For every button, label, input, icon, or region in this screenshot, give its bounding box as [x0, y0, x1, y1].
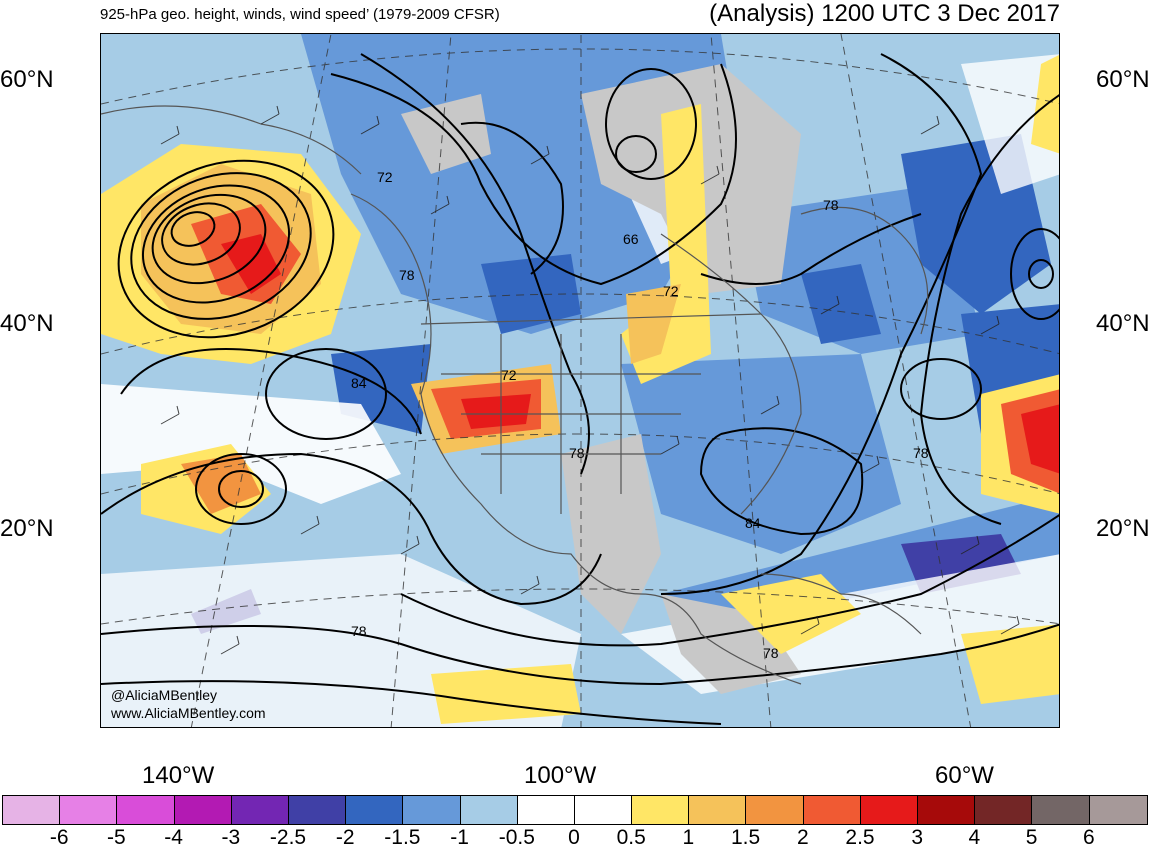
colorbar-swatch [803, 796, 861, 824]
colorbar-label: -5 [107, 826, 126, 849]
colorbar-label: -4 [164, 826, 183, 849]
map-panel: 72 66 78 72 72 84 78 78 84 78 78 78 @Ali… [100, 33, 1060, 728]
colorbar-swatch [174, 796, 232, 824]
lat-label-40n-left: 40°N [0, 310, 54, 337]
colorbar-swatch [460, 796, 518, 824]
colorbar-label: -3 [221, 826, 241, 849]
colorbar-label: 0.5 [616, 826, 646, 849]
credit-website: www.AliciaMBentley.com [111, 705, 266, 721]
credit-handle: @AliciaMBentley [111, 687, 218, 703]
colorbar-label: 1.5 [730, 826, 761, 849]
contour-label: 72 [663, 283, 679, 299]
lon-label-140w: 140°W [142, 762, 215, 789]
lon-label-60w: 60°W [935, 762, 994, 789]
colorbar-swatch [746, 796, 804, 824]
contour-label: 78 [823, 197, 839, 213]
colorbar-label: -6 [49, 826, 69, 849]
lat-label-60n-right: 60°N [1096, 66, 1150, 93]
lat-label-20n-right: 20°N [1096, 515, 1150, 542]
colorbar-swatch [689, 796, 747, 824]
colorbar-label: 5 [1025, 826, 1038, 849]
contour-label: 72 [377, 169, 393, 185]
colorbar-label: -1 [450, 826, 469, 849]
contour-label: 78 [569, 445, 585, 461]
colorbar-swatch [346, 796, 404, 824]
colorbar-label: -2.5 [269, 826, 307, 849]
colorbar-label: -2 [335, 826, 355, 849]
colorbar-label: -1.5 [384, 826, 421, 849]
lat-label-60n-left: 60°N [0, 66, 54, 93]
colorbar-swatch [60, 796, 118, 824]
lat-label-40n-right: 40°N [1096, 310, 1150, 337]
colorbar-swatch [574, 796, 633, 824]
contour-label: 78 [913, 445, 929, 461]
colorbar-label: 4 [968, 826, 981, 849]
colorbar-swatch [975, 796, 1033, 824]
colorbar-label: 2.5 [845, 826, 875, 849]
contour-label: 78 [763, 645, 779, 661]
contour-label: 84 [351, 375, 367, 391]
colorbar-swatch [3, 796, 61, 824]
colorbar-swatch [1089, 796, 1147, 824]
colorbar-swatch [860, 796, 918, 824]
colorbar-label: 6 [1082, 826, 1095, 849]
contour-label: 78 [351, 623, 367, 639]
colorbar-label: 1 [682, 826, 695, 849]
lon-label-100w: 100°W [524, 762, 597, 789]
colorbar-swatch [117, 796, 175, 824]
colorbar-swatch [632, 796, 690, 824]
contour-label: 66 [623, 231, 639, 247]
colorbar-swatch [1032, 796, 1090, 824]
colorbar-label: -0.5 [498, 826, 535, 849]
colorbar [2, 795, 1148, 825]
analysis-time: (Analysis) 1200 UTC 3 Dec 2017 [709, 0, 1060, 27]
contour-label: 72 [501, 367, 517, 383]
colorbar-swatch [288, 796, 347, 824]
weather-map: 72 66 78 72 72 84 78 78 84 78 78 78 [101, 34, 1059, 727]
colorbar-swatch [403, 796, 461, 824]
contour-label: 78 [399, 267, 415, 283]
map-title: 925-hPa geo. height, winds, wind speed’ … [100, 6, 500, 23]
contour-label: 84 [745, 515, 761, 531]
colorbar-swatch [517, 796, 575, 824]
colorbar-swatch [918, 796, 976, 824]
colorbar-swatch [231, 796, 289, 824]
colorbar-label: 3 [911, 826, 924, 849]
colorbar-label: 0 [568, 826, 580, 849]
colorbar-label: 2 [796, 826, 809, 849]
lat-label-20n-left: 20°N [0, 515, 54, 542]
